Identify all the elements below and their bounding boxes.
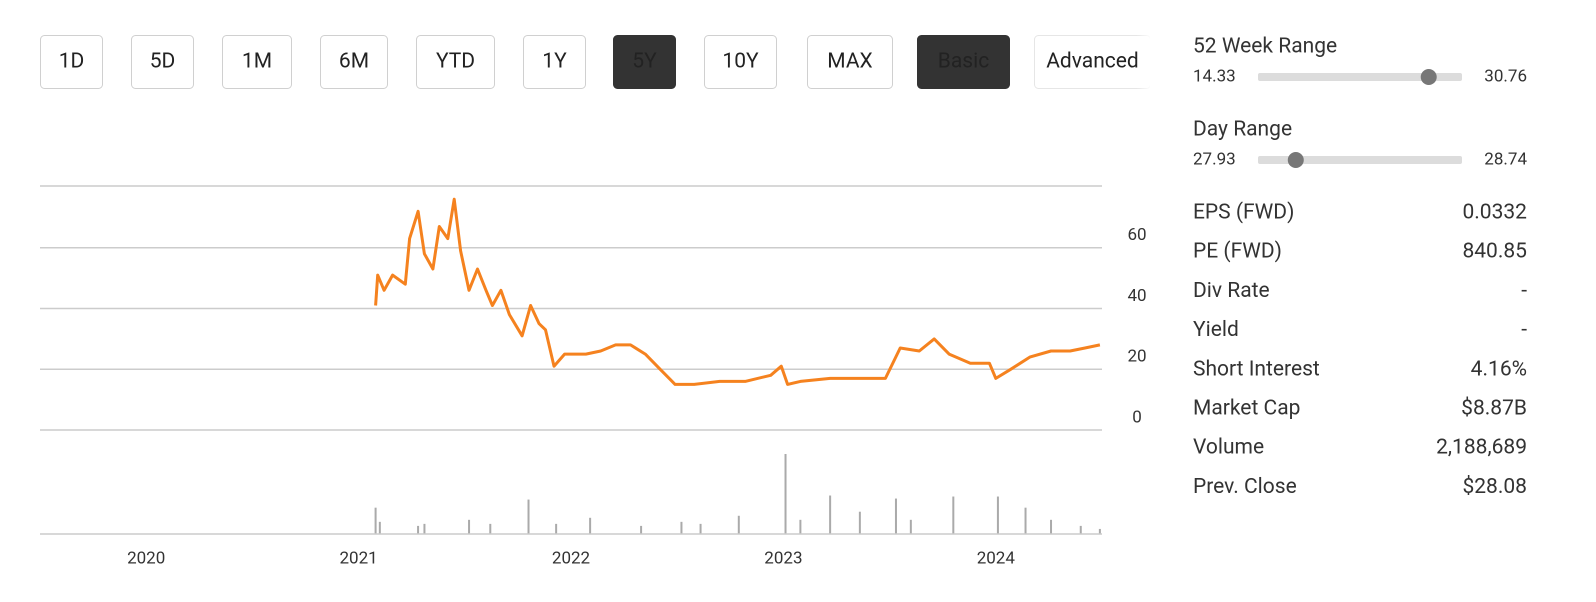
- button-box[interactable]: [917, 35, 1010, 89]
- button-label[interactable]: Basic: [938, 50, 989, 74]
- volume-bar: [799, 519, 802, 534]
- x-tick-label: 2024: [977, 548, 1016, 568]
- y-tick-label: 60: [1127, 225, 1146, 245]
- volume-bar: [1079, 525, 1082, 534]
- volume-bar: [699, 523, 702, 534]
- volume-bar: [589, 517, 592, 534]
- range-track: [1258, 156, 1462, 164]
- range-high: 30.76: [1484, 66, 1527, 86]
- button-box[interactable]: [222, 35, 292, 89]
- range-knob: [1287, 152, 1304, 168]
- range-buttons: 1D5D1M6MYTD1Y5Y10YMAXBasicAdvanced: [40, 35, 1150, 89]
- button-box[interactable]: [416, 35, 495, 89]
- button-box[interactable]: [704, 35, 777, 89]
- button-label[interactable]: 1M: [242, 50, 272, 74]
- volume-bar: [858, 511, 861, 534]
- stat-label: EPS (FWD): [1193, 201, 1294, 225]
- volume-bar: [1098, 528, 1101, 534]
- volume-bar: [489, 523, 492, 534]
- y-tick-label: 40: [1127, 286, 1146, 306]
- button-box[interactable]: [807, 35, 893, 89]
- x-tick-label: 2021: [339, 548, 377, 568]
- stat-label: Market Cap: [1193, 397, 1300, 421]
- range-title: 52 Week Range: [1193, 35, 1337, 59]
- range-button[interactable]: 1D: [40, 35, 103, 89]
- stat-label: PE (FWD): [1193, 240, 1282, 264]
- range-button[interactable]: Basic: [917, 35, 1010, 89]
- button-label[interactable]: 5D: [150, 50, 176, 74]
- y-tick-label: 0: [1132, 407, 1142, 427]
- stat-value: $28.08: [1462, 475, 1527, 499]
- volume-bar: [996, 496, 999, 534]
- range-button[interactable]: 5D: [131, 35, 194, 89]
- x-tick-label: 2020: [127, 548, 165, 568]
- range-knob: [1420, 69, 1437, 85]
- volume-bar: [737, 515, 740, 534]
- button-label[interactable]: 1D: [59, 50, 85, 74]
- range-button[interactable]: YTD: [416, 35, 495, 89]
- volume-bar: [640, 525, 643, 534]
- volume-bar: [680, 521, 683, 534]
- volume-bar: [555, 523, 558, 534]
- fade-overlay: [1090, 30, 1152, 94]
- stat-label: Yield: [1193, 318, 1239, 342]
- range-button[interactable]: 1M: [222, 35, 292, 89]
- range-high: 28.74: [1484, 149, 1527, 169]
- range-title: Day Range: [1193, 118, 1292, 142]
- button-box[interactable]: [40, 35, 103, 89]
- range-low: 14.33: [1193, 66, 1236, 86]
- button-label[interactable]: MAX: [827, 50, 872, 74]
- volume-bar: [374, 507, 377, 534]
- range-button[interactable]: 6M: [320, 35, 388, 89]
- range-button[interactable]: 1Y: [523, 35, 586, 89]
- button-label[interactable]: 6M: [339, 50, 369, 74]
- plot: 0 20 40 60 2020 2021 2022 2023 2024: [40, 197, 1147, 568]
- volume-bar: [909, 519, 912, 534]
- stat-value: -: [1521, 279, 1527, 303]
- stat-label: Short Interest: [1193, 357, 1320, 381]
- button-label[interactable]: 10Y: [722, 50, 759, 74]
- volume-bar: [894, 498, 897, 534]
- volume-bar: [784, 454, 787, 534]
- range-button[interactable]: 10Y: [704, 35, 777, 89]
- range-button[interactable]: 5Y: [613, 35, 676, 89]
- volume-bar: [527, 499, 530, 534]
- volume-bar: [1050, 519, 1053, 534]
- x-tick-label: 2022: [552, 548, 590, 568]
- volume-bar: [829, 495, 832, 534]
- y-tick-label: 20: [1127, 347, 1146, 367]
- volume-bar: [1024, 507, 1027, 534]
- price-line: [374, 197, 1101, 386]
- volume-bar: [468, 519, 471, 534]
- button-label[interactable]: 5Y: [632, 50, 657, 74]
- stat-value: 4.16%: [1471, 357, 1527, 381]
- volume-bar: [952, 496, 955, 534]
- button-box[interactable]: [523, 35, 586, 89]
- button-label[interactable]: 1Y: [542, 50, 567, 74]
- volume-bar: [417, 525, 420, 534]
- stat-value: 840.85: [1462, 240, 1527, 264]
- stat-label: Prev. Close: [1193, 475, 1297, 499]
- stat-value: $8.87B: [1461, 397, 1527, 421]
- stat-value: 2,188,689: [1436, 436, 1527, 460]
- button-box[interactable]: [613, 35, 676, 89]
- button-box[interactable]: [131, 35, 194, 89]
- button-label[interactable]: YTD: [436, 50, 475, 74]
- button-box[interactable]: [320, 35, 388, 89]
- stat-value: -: [1521, 318, 1527, 342]
- volume-bar: [423, 523, 426, 534]
- stat-label: Div Rate: [1193, 279, 1270, 303]
- stats-panel: 52 Week Range 14.33 30.76 Day Range 27.93 28.…: [1193, 35, 1527, 499]
- stat-label: Volume: [1193, 436, 1264, 460]
- volume-bar: [378, 521, 381, 534]
- stat-value: 0.0332: [1462, 201, 1527, 225]
- range-track: [1258, 73, 1462, 81]
- range-low: 27.93: [1193, 149, 1236, 169]
- range-button[interactable]: MAX: [807, 35, 893, 89]
- x-tick-label: 2023: [764, 548, 802, 568]
